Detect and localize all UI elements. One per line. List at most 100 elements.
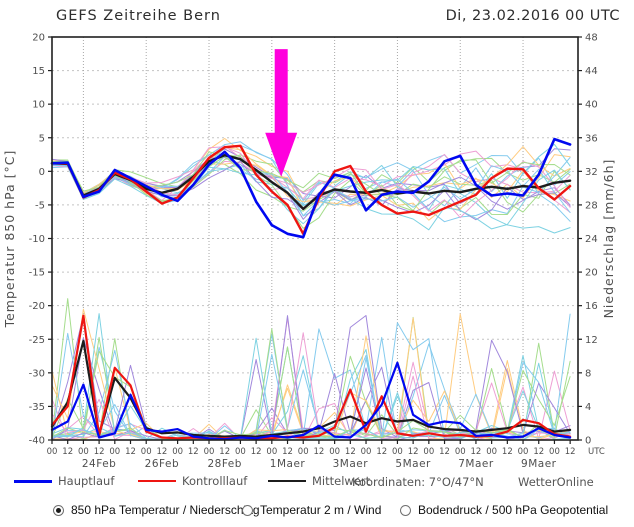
radio-label: 850 hPa Temperatur / Niederschlag <box>71 503 260 517</box>
series-hauptlauf-precip <box>50 361 572 441</box>
svg-text:8: 8 <box>585 368 591 379</box>
ensemble-member-precip <box>51 313 571 441</box>
svg-text:-35: -35 <box>29 402 45 413</box>
svg-text:28: 28 <box>585 200 598 211</box>
legend-item-mittelwert: Mittelwert <box>268 474 370 488</box>
svg-text:12: 12 <box>533 447 544 457</box>
svg-text:12: 12 <box>188 447 199 457</box>
svg-text:40: 40 <box>585 100 598 111</box>
svg-text:-40: -40 <box>29 436 45 447</box>
svg-text:5: 5 <box>39 133 45 144</box>
svg-text:12: 12 <box>408 447 419 457</box>
svg-text:20: 20 <box>32 33 45 44</box>
radio-option-850hpa[interactable]: 850 hPa Temperatur / Niederschlag <box>53 503 260 517</box>
svg-text:12: 12 <box>156 447 167 457</box>
legend: Hauptlauf Kontrolllauf Mittelwert Koordi… <box>0 474 634 492</box>
annotation-arrow-icon <box>265 49 298 177</box>
svg-text:12: 12 <box>314 447 325 457</box>
svg-text:00: 00 <box>329 447 340 457</box>
svg-text:10: 10 <box>32 100 45 111</box>
svg-text:-10: -10 <box>29 234 45 245</box>
chart-title: GEFS Zeitreihe Bern <box>56 8 221 24</box>
left-axis-title: Temperatur 850 hPa [°C] <box>2 150 17 329</box>
hauptlauf-line-sample <box>14 479 52 483</box>
svg-text:48: 48 <box>585 33 598 44</box>
legend-label: Hauptlauf <box>58 474 115 488</box>
radio-option-bodendruck[interactable]: Bodendruck / 500 hPa Geopotential <box>400 503 608 517</box>
svg-text:16: 16 <box>585 301 598 312</box>
svg-text:00: 00 <box>78 447 89 457</box>
svg-text:12: 12 <box>471 447 482 457</box>
legend-item-kontrolllauf: Kontrolllauf <box>138 474 247 488</box>
svg-text:32: 32 <box>585 167 598 178</box>
svg-text:00: 00 <box>423 447 434 457</box>
svg-text:00: 00 <box>204 447 215 457</box>
legend-label: Mittelwert <box>312 474 371 488</box>
svg-text:5Maer: 5Maer <box>395 458 431 470</box>
ensemble-member-precip <box>51 313 571 441</box>
radio-button-2m-wind[interactable] <box>242 504 253 516</box>
svg-text:12: 12 <box>125 447 136 457</box>
ensemble-member-precip <box>51 313 571 441</box>
svg-text:12: 12 <box>565 447 576 457</box>
svg-text:4: 4 <box>585 402 591 413</box>
svg-text:-25: -25 <box>29 335 45 346</box>
svg-text:12: 12 <box>251 447 262 457</box>
svg-text:-15: -15 <box>29 268 45 279</box>
svg-text:00: 00 <box>235 447 246 457</box>
series-hauptlauf-temp <box>50 137 572 239</box>
svg-text:3Maer: 3Maer <box>333 458 369 470</box>
svg-text:12: 12 <box>345 447 356 457</box>
ensemble-member-precip <box>51 315 571 441</box>
ensemble-member-precip <box>51 308 571 441</box>
right-axis-title: Niederschlag [mm/6h] <box>601 159 616 319</box>
legend-item-hauptlauf: Hauptlauf <box>14 474 114 488</box>
svg-text:00: 00 <box>361 447 372 457</box>
ensemble-meteogram-chart: -40-35-30-25-20-15-10-505101520048121620… <box>2 33 616 471</box>
svg-text:28Feb: 28Feb <box>207 458 241 470</box>
svg-text:12: 12 <box>282 447 293 457</box>
svg-text:00: 00 <box>392 447 403 457</box>
radio-button-850hpa[interactable] <box>53 504 64 516</box>
parameter-selector: 850 hPa Temperatur / Niederschlag Temper… <box>0 500 634 524</box>
svg-text:0: 0 <box>39 167 45 178</box>
radio-option-2m-wind[interactable]: Temperatur 2 m / Wind <box>242 503 381 517</box>
ensemble-member-precip <box>51 314 571 441</box>
coordinates-label: Koordinaten: 7°O/47°N <box>352 475 484 489</box>
svg-text:UTC: UTC <box>588 447 605 457</box>
svg-text:-20: -20 <box>29 301 45 312</box>
svg-text:0: 0 <box>585 436 591 447</box>
brand-label: WetterOnline <box>518 475 594 489</box>
svg-text:00: 00 <box>455 447 466 457</box>
svg-text:00: 00 <box>172 447 183 457</box>
svg-text:12: 12 <box>62 447 73 457</box>
svg-text:7Maer: 7Maer <box>458 458 494 470</box>
kontrolllauf-line-sample <box>138 480 176 482</box>
svg-text:12: 12 <box>585 335 598 346</box>
svg-text:36: 36 <box>585 133 598 144</box>
svg-text:-30: -30 <box>29 368 45 379</box>
svg-text:15: 15 <box>32 66 45 77</box>
svg-text:9Maer: 9Maer <box>521 458 557 470</box>
svg-text:12: 12 <box>219 447 230 457</box>
svg-text:00: 00 <box>141 447 152 457</box>
svg-text:-5: -5 <box>35 200 45 211</box>
svg-text:00: 00 <box>109 447 120 457</box>
svg-text:00: 00 <box>486 447 497 457</box>
svg-text:26Feb: 26Feb <box>145 458 179 470</box>
mittelwert-line-sample <box>268 480 306 482</box>
svg-text:12: 12 <box>376 447 387 457</box>
svg-text:1Maer: 1Maer <box>270 458 306 470</box>
radio-button-bodendruck[interactable] <box>400 504 411 516</box>
svg-text:00: 00 <box>549 447 560 457</box>
radio-label: Bodendruck / 500 hPa Geopotential <box>418 503 609 517</box>
svg-text:00: 00 <box>266 447 277 457</box>
series-kontrolllauf-precip <box>50 314 572 440</box>
legend-label: Kontrolllauf <box>182 474 248 488</box>
svg-text:00: 00 <box>47 447 58 457</box>
ensemble-member-precip <box>51 335 571 441</box>
svg-text:12: 12 <box>439 447 450 457</box>
svg-text:12: 12 <box>502 447 513 457</box>
svg-text:24Feb: 24Feb <box>82 458 116 470</box>
